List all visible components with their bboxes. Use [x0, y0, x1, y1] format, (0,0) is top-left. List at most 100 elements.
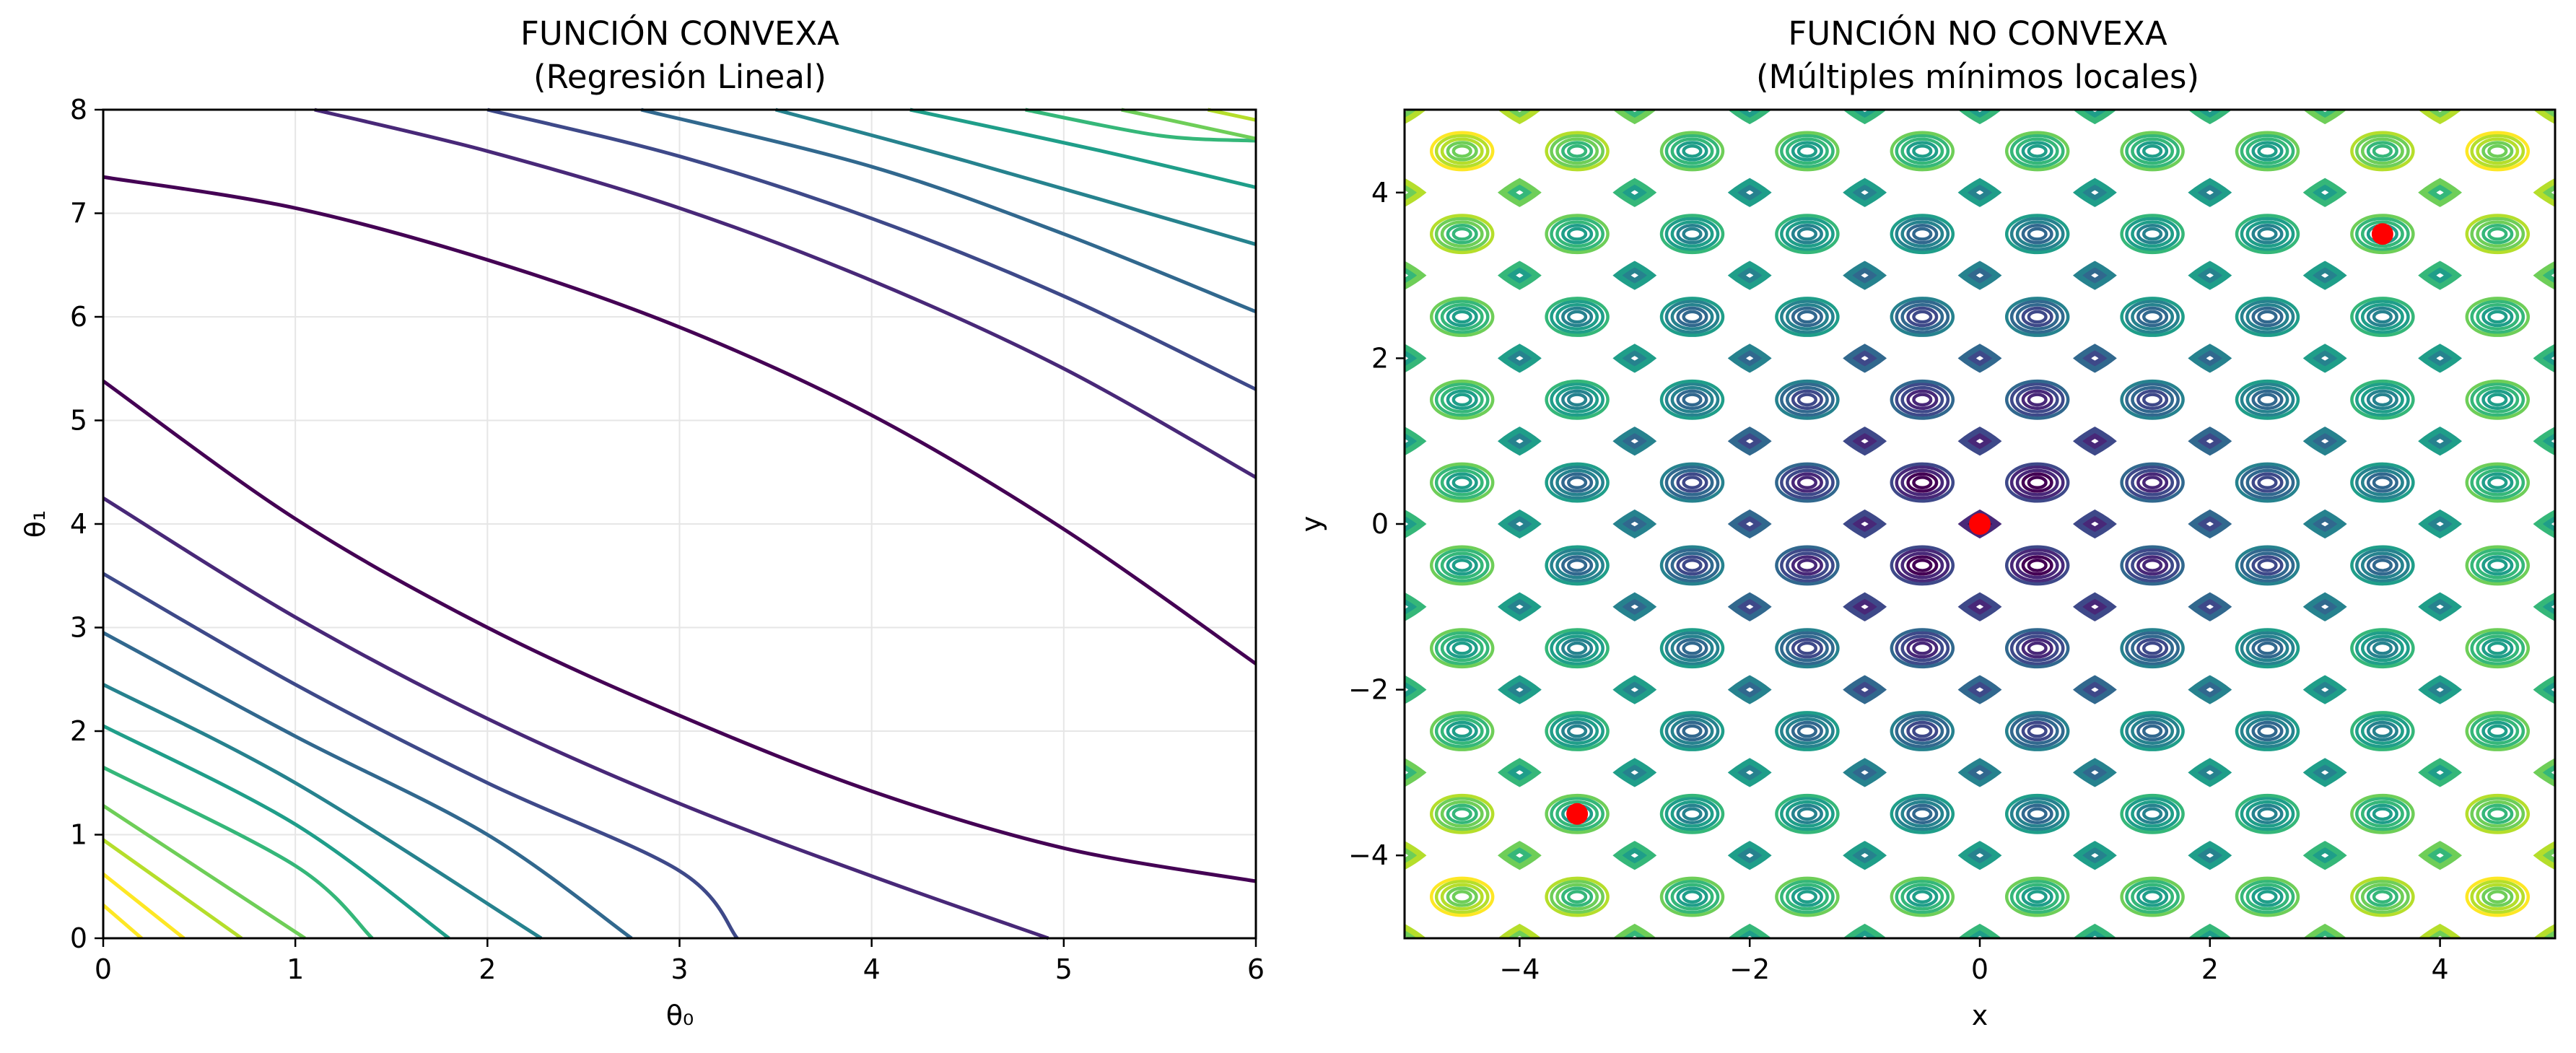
nonconvex-contour-ring	[2476, 800, 2520, 828]
nonconvex-contour-ring	[2533, 261, 2555, 290]
convex-contours	[102, 108, 1257, 940]
nonconvex-contour-ring	[2311, 349, 2339, 367]
nonconvex-contour-ring	[1843, 592, 1887, 621]
nonconvex-contour-ring	[1451, 890, 1472, 904]
nonconvex-contour-ring	[1912, 807, 1933, 821]
nonconvex-contour-ring	[1405, 186, 1414, 199]
convex-y-axis-label: θ₁	[19, 510, 51, 538]
nonconvex-contour-ring	[1847, 926, 1883, 938]
nonconvex-contour-ring	[1682, 558, 1703, 572]
nonconvex-contour-ring	[1676, 389, 1708, 410]
nonconvex-contour-ring	[2253, 60, 2282, 77]
nonconvex-contour-ring	[1612, 344, 1657, 373]
nonconvex-contour-ring	[2131, 303, 2175, 331]
nonconvex-contour-ring	[1957, 592, 2002, 621]
nonconvex-contour-ring	[2465, 131, 2531, 172]
nonconvex-contour-ring	[1617, 512, 1653, 536]
nonconvex-contour-ring	[1659, 628, 1725, 669]
convex-contour-line	[102, 683, 543, 940]
nonconvex-contour-ring	[2487, 144, 2508, 158]
nonconvex-contour-ring	[1962, 180, 1998, 205]
nonconvex-contour-ring	[2366, 720, 2398, 742]
nonconvex-contour-ring	[1900, 468, 1944, 497]
nonconvex-contour-ring	[2192, 678, 2228, 702]
nonconvex-contour-ring	[1970, 766, 1989, 779]
nonconvex-contour-ring	[2470, 465, 2525, 500]
nonconvex-contour-ring	[1405, 509, 1427, 539]
nonconvex-contour-ring	[1510, 351, 1529, 364]
convex-contour-line	[486, 108, 1257, 391]
nonconvex-contour-ring	[2418, 675, 2463, 704]
nonconvex-contour-ring	[2541, 349, 2555, 367]
nonconvex-contour-ring	[1843, 675, 1887, 704]
nonconvex-contour-ring	[1621, 432, 1649, 450]
nonconvex-contour-ring	[2546, 110, 2555, 116]
nonconvex-contour-ring	[1625, 110, 1644, 116]
nonconvex-contour-ring	[2315, 351, 2334, 364]
nonconvex-contour-ring	[1555, 717, 1599, 745]
nonconvex-contour-ring	[1566, 393, 1588, 407]
nonconvex-contour-ring	[2192, 429, 2228, 453]
nonconvex-contour-ring	[2541, 764, 2555, 782]
nonconvex-contour-ring	[1617, 429, 1653, 453]
nonconvex-contour-ring	[2085, 849, 2104, 862]
nonconvex-contour-ring	[1966, 110, 1994, 119]
nonconvex-contour-ring	[2541, 183, 2555, 202]
nonconvex-contour-ring	[1405, 598, 1418, 616]
nonconvex-contour-ring	[1664, 217, 1720, 251]
nonconvex-contour-ring	[2248, 56, 2287, 80]
nonconvex-contour-ring	[1775, 131, 1840, 172]
nonconvex-contour-ring	[1851, 110, 1879, 119]
nonconvex-contour-ring	[2546, 849, 2555, 862]
nonconvex-contour-ring	[2120, 462, 2185, 503]
nonconvex-contour-ring	[1900, 634, 1944, 663]
nonconvex-contour-ring	[1962, 843, 1998, 868]
nonconvex-contour-ring	[2431, 683, 2450, 696]
nonconvex-contour-ring	[2245, 634, 2289, 663]
nonconvex-contour-ring	[2077, 761, 2113, 785]
nonconvex-contour-ring	[1791, 389, 1823, 410]
nonconvex-contour-ring	[1506, 846, 1533, 865]
nonconvex-contour-ring	[1434, 383, 1490, 417]
nonconvex-contour-ring	[2311, 598, 2339, 616]
nonconvex-contour-ring	[2311, 681, 2339, 699]
nonconvex-contour-ring	[1775, 379, 1840, 420]
nonconvex-contour-ring	[1667, 53, 1718, 84]
nonconvex-contour-ring	[1966, 183, 1994, 202]
nonconvex-contour-ring	[2546, 269, 2555, 282]
nonconvex-contour-ring	[1775, 628, 1840, 669]
nonconvex-contour-ring	[2235, 131, 2300, 172]
nonconvex-contour-ring	[2431, 517, 2450, 530]
nonconvex-contour-ring	[2366, 389, 2398, 410]
nonconvex-contour-ring	[1732, 180, 1768, 205]
nonconvex-contour-ring	[1434, 879, 1490, 914]
nonconvex-contour-ring	[1740, 766, 1759, 779]
nonconvex-y-tick-label: 2	[1371, 342, 1389, 374]
nonconvex-contour-ring	[2072, 110, 2117, 125]
convex-contour-line	[102, 631, 633, 940]
nonconvex-contour-ring	[2257, 476, 2278, 490]
nonconvex-contour-ring	[1670, 385, 1714, 414]
nonconvex-contour-ring	[1791, 224, 1823, 245]
nonconvex-contour-ring	[2235, 793, 2300, 834]
nonconvex-contour-ring	[1791, 638, 1823, 659]
nonconvex-contour-ring	[2537, 678, 2555, 702]
nonconvex-contour-ring	[1727, 261, 1772, 290]
nonconvex-contour-ring	[1621, 183, 1649, 202]
nonconvex-contour-ring	[1740, 932, 1759, 938]
nonconvex-contour-ring	[2537, 512, 2555, 536]
nonconvex-contour-ring	[2481, 886, 2514, 907]
nonconvex-contour-ring	[2537, 843, 2555, 868]
nonconvex-contour-ring	[2009, 631, 2065, 665]
nonconvex-contour-ring	[2009, 548, 2065, 583]
nonconvex-contour-ring	[1550, 714, 1604, 748]
nonconvex-contour-ring	[2422, 678, 2458, 702]
nonconvex-contour-ring	[2537, 346, 2555, 370]
nonconvex-contour-ring	[2081, 432, 2108, 450]
nonconvex-contour-ring	[2315, 849, 2334, 862]
nonconvex-contour-ring	[1847, 595, 1883, 619]
nonconvex-contour-ring	[2081, 764, 2108, 782]
nonconvex-contour-ring	[2120, 711, 2185, 751]
nonconvex-contour-ring	[1957, 923, 2002, 938]
nonconvex-contour-ring	[2360, 717, 2404, 745]
